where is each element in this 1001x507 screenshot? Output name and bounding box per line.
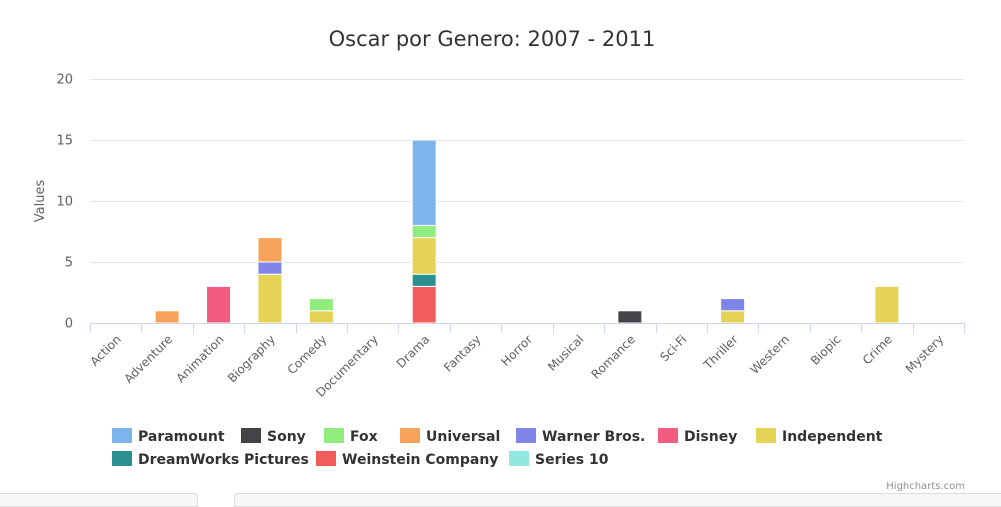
legend-item[interactable]: Warner Bros. (516, 428, 645, 445)
bar-segment[interactable] (206, 285, 232, 324)
y-tick-label: 10 (56, 195, 73, 210)
y-tick-label: 0 (65, 317, 73, 332)
x-tick-label: Drama (394, 332, 433, 371)
legend-item[interactable]: Paramount (112, 428, 225, 445)
legend-item[interactable]: Disney (658, 428, 737, 445)
bar-segment[interactable] (720, 298, 746, 312)
legend-item[interactable]: DreamWorks Pictures (112, 451, 309, 468)
legend-item[interactable]: Sony (241, 428, 306, 445)
x-tick-label: Western (747, 332, 792, 377)
legend-label: Warner Bros. (542, 429, 645, 445)
legend-label: DreamWorks Pictures (138, 452, 309, 468)
legend-swatch (112, 451, 132, 466)
x-tick-label: Thriller (700, 332, 740, 372)
legend-swatch (658, 428, 678, 443)
x-tick-label: Comedy (285, 332, 330, 377)
bottom-tab-right[interactable] (234, 493, 1001, 507)
credits-link[interactable]: Highcharts.com (886, 481, 965, 492)
x-tick-label: Animation (173, 332, 226, 385)
legend-label: Universal (426, 429, 500, 445)
legend-label: Fox (350, 429, 378, 445)
x-tick-label: Musical (545, 332, 587, 374)
bar-segment[interactable] (411, 139, 437, 226)
x-tick-label: Biography (225, 332, 278, 385)
legend-label: Series 10 (535, 452, 609, 468)
legend-item[interactable]: Weinstein Company (316, 451, 498, 468)
legend-item[interactable]: Series 10 (509, 451, 609, 468)
axes: 0 5 10 15 20 ActionAdventureAnimationBiograph… (56, 73, 965, 400)
x-tick-label: Action (87, 332, 123, 368)
legend-label: Independent (782, 429, 883, 445)
bar-segment[interactable] (411, 224, 437, 239)
bar-segment[interactable] (257, 237, 283, 263)
bar-segment[interactable] (411, 237, 437, 275)
legend-swatch (516, 428, 536, 443)
legend-label: Sony (267, 429, 306, 445)
legend-swatch (324, 428, 344, 443)
bar-segment[interactable] (411, 285, 437, 324)
x-tick-label: Adventure (121, 332, 175, 386)
x-tick-label: Romance (589, 332, 638, 381)
legend-item[interactable]: Fox (324, 428, 378, 445)
legend-swatch (112, 428, 132, 443)
bar-segment[interactable] (720, 310, 746, 324)
bar-segment[interactable] (154, 310, 180, 324)
bar-segment[interactable] (308, 298, 334, 312)
bar-segment[interactable] (874, 285, 900, 324)
bars (154, 139, 900, 324)
bar-segment[interactable] (617, 310, 643, 324)
legend-swatch (316, 451, 336, 466)
x-tick-label: Horror (498, 332, 535, 369)
y-axis-title: Values (33, 180, 48, 223)
legend-label: Paramount (138, 429, 225, 445)
x-tick-label: Mystery (903, 332, 947, 376)
bar-segment[interactable] (257, 273, 283, 324)
x-tick-label: Crime (860, 332, 895, 367)
legend-swatch (756, 428, 776, 443)
y-tick-label: 20 (56, 73, 73, 88)
legend-item[interactable]: Independent (756, 428, 883, 445)
bar-segment[interactable] (308, 310, 334, 324)
bar-segment[interactable] (411, 273, 437, 287)
legend-swatch (241, 428, 261, 443)
y-tick-label: 15 (56, 134, 73, 149)
x-tick-label: Biopic (808, 332, 844, 368)
legend-swatch (400, 428, 420, 443)
chart-title: Oscar por Genero: 2007 - 2011 (329, 27, 656, 51)
legend-label: Weinstein Company (342, 452, 498, 468)
x-tick-label: Sci-Fi (657, 332, 689, 364)
legend-swatch (509, 451, 529, 466)
grid (90, 79, 964, 263)
bar-segment[interactable] (257, 261, 283, 275)
legend: Paramount Sony Fox Universal Warner Bros. Dis… (112, 428, 883, 468)
legend-label: Disney (684, 429, 737, 445)
bottom-tab-left[interactable] (0, 493, 198, 507)
x-tick-label: Fantasy (441, 332, 484, 375)
y-tick-label: 5 (65, 256, 73, 271)
legend-item[interactable]: Universal (400, 428, 500, 445)
